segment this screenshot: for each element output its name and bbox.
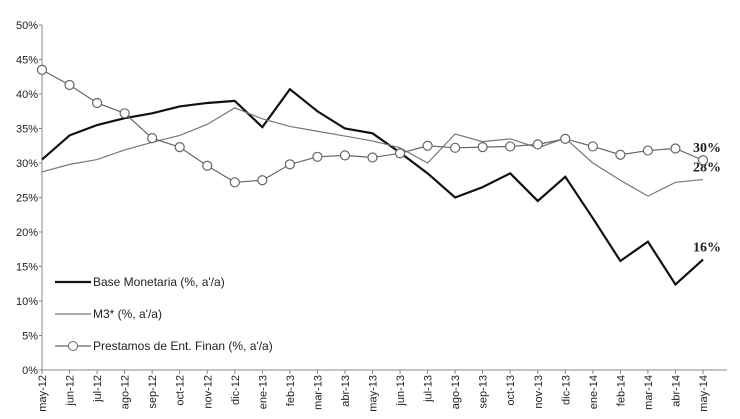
x-tick-label: abr-14 <box>670 375 682 407</box>
y-tick-label: 15% <box>16 262 38 274</box>
x-tick-label: may-13 <box>368 375 380 412</box>
y-tick-label: 50% <box>16 20 38 32</box>
x-tick-label: jul-12 <box>92 375 104 403</box>
point-marker <box>670 143 681 154</box>
x-tick-label: jun-13 <box>395 375 407 407</box>
x-tick-label: dic-12 <box>230 375 242 405</box>
point-marker <box>587 141 598 152</box>
point-marker <box>505 141 516 152</box>
y-tick-label: 35% <box>16 124 38 136</box>
point-marker <box>174 142 185 153</box>
y-tick-label: 10% <box>16 296 38 308</box>
x-tick-label: oct-13 <box>505 375 517 406</box>
x-tick-label: ene-14 <box>588 375 600 409</box>
value-label: 16% <box>693 241 721 256</box>
series-line <box>41 107 704 197</box>
point-marker <box>367 152 378 163</box>
point-marker <box>394 148 406 159</box>
legend-label: M3* (%, a'/a) <box>93 307 162 321</box>
y-tick-label: 20% <box>16 227 38 239</box>
y-tick-label: 40% <box>16 89 38 101</box>
x-tick-label: ene-13 <box>257 375 269 409</box>
value-label: 30% <box>693 141 721 156</box>
x-tick-label: ago-13 <box>450 375 462 409</box>
point-marker <box>532 139 543 150</box>
x-tick-label: abr-13 <box>340 375 352 407</box>
x-tick-label: mar-13 <box>312 375 324 410</box>
point-marker <box>339 150 351 161</box>
point-marker <box>450 142 461 153</box>
point-marker <box>312 151 323 162</box>
x-tick-label: dic-13 <box>560 375 572 405</box>
y-tick-label: 0% <box>22 365 38 377</box>
x-tick-label: jul-13 <box>423 375 435 403</box>
x-tick-label: mar-14 <box>643 375 655 410</box>
series-line <box>41 69 704 183</box>
point-marker <box>91 97 103 109</box>
y-tick-label: 45% <box>16 55 38 67</box>
x-tick-label: sep-12 <box>147 375 159 409</box>
legend-marker <box>68 341 78 351</box>
y-tick-label: 5% <box>22 331 38 343</box>
x-tick-label: ago-12 <box>120 375 132 409</box>
legend-label: Base Monetaria (%, a'/a) <box>93 275 225 289</box>
legend-label: Prestamos de Ent. Finan (%, a'/a) <box>93 339 273 353</box>
point-marker <box>147 133 158 144</box>
x-tick-label: nov-13 <box>533 375 545 409</box>
point-marker <box>36 64 48 75</box>
point-marker <box>119 108 130 119</box>
x-tick-label: nov-12 <box>202 375 214 409</box>
point-marker <box>229 177 240 188</box>
x-tick-label: jun-12 <box>65 375 77 407</box>
point-marker <box>642 145 654 156</box>
point-marker <box>697 155 709 166</box>
x-tick-label: sep-13 <box>478 375 490 409</box>
x-tick-label: may-14 <box>698 375 710 412</box>
x-tick-label: feb-13 <box>285 375 297 406</box>
y-tick-label: 25% <box>16 193 38 205</box>
point-marker <box>560 133 571 144</box>
x-tick-label: feb-14 <box>615 375 627 406</box>
point-marker <box>202 160 213 171</box>
x-tick-label: oct-12 <box>175 375 187 406</box>
point-marker <box>422 140 433 151</box>
x-tick-label: may-12 <box>37 375 49 412</box>
point-marker <box>257 175 268 186</box>
point-marker <box>615 149 626 160</box>
point-marker <box>64 79 75 91</box>
point-marker <box>284 159 295 170</box>
series-line <box>41 87 704 287</box>
y-tick-label: 30% <box>16 158 38 170</box>
point-marker <box>477 142 488 153</box>
